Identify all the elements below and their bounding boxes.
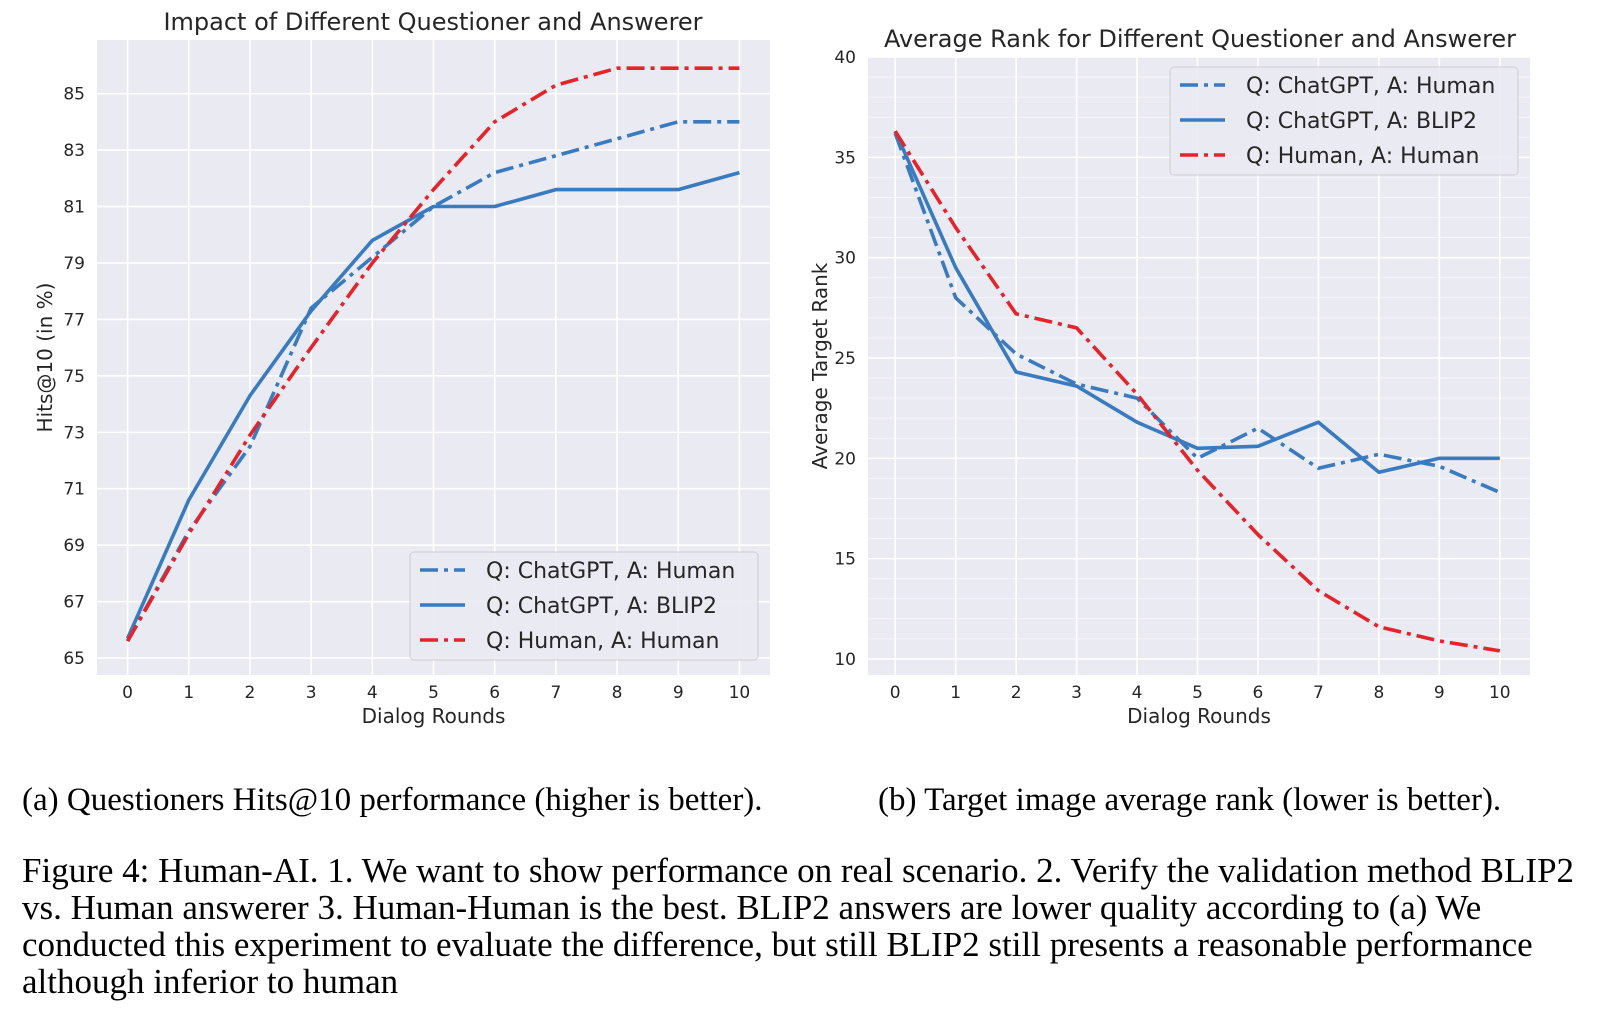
series-line-2 [125, 170, 740, 640]
y-axis-label: Hits@10 (in %) [33, 283, 57, 433]
y-tick-label: 83 [63, 141, 85, 161]
x-tick-label: 1 [183, 683, 194, 703]
series-line-1 [126, 120, 740, 642]
y-tick-label: 69 [63, 536, 85, 556]
x-tick-label: 3 [1071, 683, 1082, 703]
x-tick-label: 0 [122, 683, 133, 703]
legend-box [409, 551, 759, 661]
y-tick-label: 71 [63, 480, 85, 500]
y-tick-label: 85 [63, 85, 85, 105]
x-tick-label: 10 [729, 683, 751, 703]
legend-label: Q: Human, A: Human [1246, 144, 1479, 169]
x-tick-label: 7 [550, 683, 561, 703]
x-tick-label: 4 [1132, 683, 1143, 703]
legend-box [1169, 66, 1519, 176]
figure-caption: Figure 4: Human-AI. 1. We want to show p… [22, 851, 1575, 1001]
x-tick-label: 9 [673, 683, 684, 703]
legend-label: Q: ChatGPT, A: BLIP2 [1246, 109, 1477, 134]
x-tick-label: 7 [1313, 683, 1324, 703]
x-tick-label: 4 [367, 683, 378, 703]
chart-title: Average Rank for Different Questioner an… [884, 25, 1516, 53]
x-tick-label: 2 [245, 683, 256, 703]
y-tick-label: 30 [834, 249, 856, 269]
x-tick-label: 8 [612, 683, 623, 703]
legend-label: Q: ChatGPT, A: Human [486, 559, 735, 584]
chart-b: 10 15 20 25 30 35 40 0 1 2 3 4 5 6 7 8 9 10 Average Rank f… [808, 25, 1530, 728]
chart-title: Impact of Different Questioner and Answe… [163, 8, 702, 36]
x-axis-label: Dialog Rounds [362, 704, 506, 728]
y-axis-label: Average Target Rank [808, 262, 832, 469]
series-line-2 [893, 130, 1500, 475]
x-tick-label: 0 [890, 683, 901, 703]
y-tick-label: 65 [63, 649, 85, 669]
y-tick-label: 67 [63, 593, 85, 613]
y-tick-label: 35 [834, 148, 856, 168]
series-line-3 [893, 130, 1501, 653]
y-tick-label: 79 [63, 254, 85, 274]
x-tick-label: 9 [1434, 683, 1445, 703]
legend: Q: ChatGPT, A: Human Q: ChatGPT, A: BLIP2… [1169, 66, 1519, 176]
x-tick-label: 6 [489, 683, 500, 703]
y-tick-label: 77 [63, 310, 85, 330]
y-tick-label: 40 [834, 48, 856, 68]
series-line-3 [126, 66, 740, 642]
x-tick-label: 5 [1192, 683, 1203, 703]
x-tick-label: 6 [1253, 683, 1264, 703]
legend: Q: ChatGPT, A: Human Q: ChatGPT, A: BLIP2… [409, 551, 759, 661]
x-tick-label: 1 [950, 683, 961, 703]
x-tick-label: 2 [1011, 683, 1022, 703]
y-tick-label: 20 [834, 449, 856, 469]
y-tick-label: 75 [63, 367, 85, 387]
legend-label: Q: ChatGPT, A: BLIP2 [486, 594, 717, 619]
x-tick-label: 8 [1373, 683, 1384, 703]
subcaption-a: (a) Questioners Hits@10 performance (hig… [22, 782, 763, 818]
legend-label: Q: ChatGPT, A: Human [1246, 74, 1495, 99]
x-axis-label: Dialog Rounds [1127, 704, 1271, 728]
x-tick-label: 3 [306, 683, 317, 703]
x-tick-label: 10 [1489, 683, 1511, 703]
subcaption-b: (b) Target image average rank (lower is … [878, 782, 1502, 818]
y-tick-label: 73 [63, 423, 85, 443]
x-tick-label: 5 [428, 683, 439, 703]
y-tick-label: 10 [834, 650, 856, 670]
y-tick-label: 15 [834, 550, 856, 570]
legend-label: Q: Human, A: Human [486, 629, 719, 654]
y-tick-label: 81 [63, 198, 85, 218]
y-tick-label: 25 [834, 349, 856, 369]
